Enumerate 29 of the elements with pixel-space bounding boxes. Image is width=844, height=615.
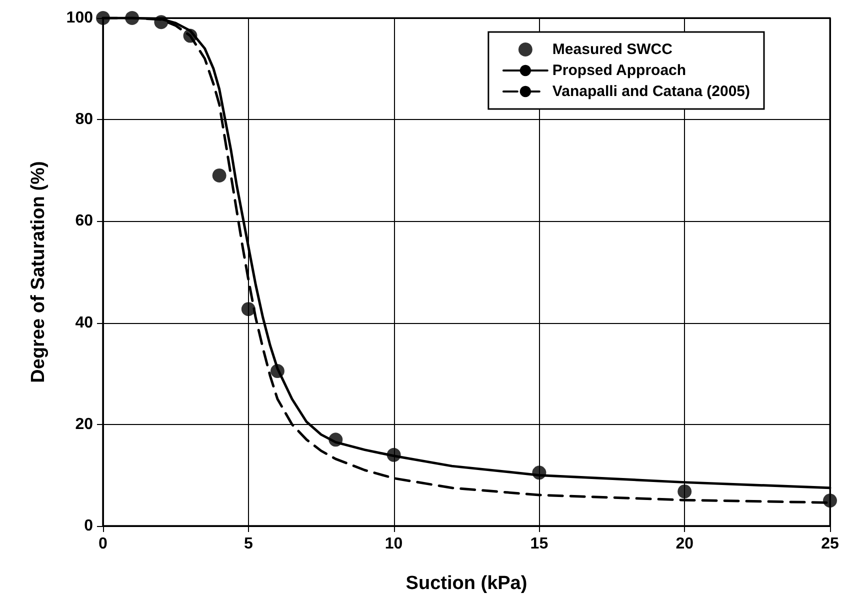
x-tick-label: 10 xyxy=(384,536,403,552)
point xyxy=(96,11,110,25)
y-tick-label: 60 xyxy=(75,212,94,230)
point xyxy=(241,302,256,316)
legend-label: Measured SWCC xyxy=(552,41,673,58)
x-tick-label: 20 xyxy=(676,536,694,552)
legend-label: Propsed Approach xyxy=(552,62,686,79)
point xyxy=(183,28,198,43)
y-tick-label: 0 xyxy=(84,518,94,534)
y-tick-label: 80 xyxy=(75,111,94,128)
point xyxy=(125,11,140,25)
x-tick-label: 5 xyxy=(244,536,253,552)
point xyxy=(823,494,837,508)
y-axis-title: Degree of Saturation (%) xyxy=(28,161,49,383)
point xyxy=(386,448,401,462)
y-tick-label: 20 xyxy=(75,416,94,433)
point xyxy=(678,484,692,498)
x-tick-label: 15 xyxy=(530,536,548,552)
point xyxy=(328,432,343,447)
legend-label: Vanapalli and Catana (2005) xyxy=(552,83,750,100)
y-tick-label: 100 xyxy=(66,10,94,26)
point xyxy=(212,168,226,182)
point xyxy=(154,15,168,30)
point xyxy=(532,466,546,480)
x-axis-title: Suction (kPa) xyxy=(406,573,528,594)
x-tick-label: 25 xyxy=(821,536,839,552)
x-tick-label: 0 xyxy=(98,536,108,552)
point xyxy=(270,364,284,378)
y-tick-label: 40 xyxy=(75,314,94,332)
